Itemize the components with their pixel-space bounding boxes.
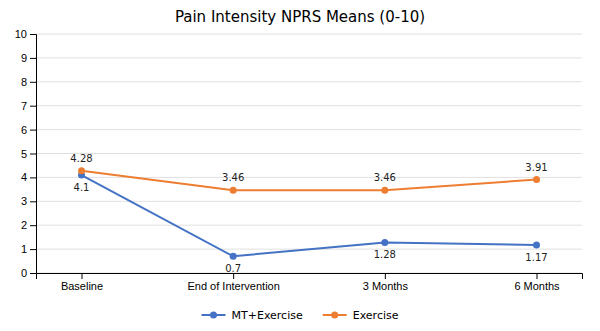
y-tick-mark xyxy=(30,130,36,131)
data-label: 4.1 xyxy=(74,182,90,193)
legend-item: Exercise xyxy=(323,309,399,322)
y-tick-label: 0 xyxy=(21,267,27,279)
x-tick: End of Intervention xyxy=(187,273,279,292)
legend-item: MT+Exercise xyxy=(202,309,303,322)
grid-line xyxy=(36,34,582,35)
data-label: 1.28 xyxy=(374,249,396,260)
y-tick-label: 3 xyxy=(21,195,27,207)
y-tick: 6 xyxy=(21,124,36,136)
point xyxy=(533,242,540,249)
data-label: 3.46 xyxy=(222,172,244,183)
point xyxy=(78,167,85,174)
y-tick-label: 2 xyxy=(21,219,27,231)
x-tick: 3 Months xyxy=(363,273,409,292)
y-tick: 0 xyxy=(21,267,36,279)
grid-line xyxy=(36,177,582,178)
grid-line xyxy=(36,129,582,130)
x-tick-label: 6 Months xyxy=(514,280,560,292)
point xyxy=(381,239,388,246)
y-tick: 10 xyxy=(15,28,36,40)
y-tick-mark xyxy=(30,106,36,107)
series-line xyxy=(82,175,537,256)
y-tick-label: 10 xyxy=(15,28,27,40)
y-tick: 4 xyxy=(21,171,36,183)
y-tick-mark xyxy=(30,225,36,226)
y-tick-mark xyxy=(30,201,36,202)
y-tick-label: 4 xyxy=(21,171,27,183)
legend-marker xyxy=(210,312,217,319)
x-tick-mark xyxy=(385,273,386,279)
legend-label: MT+Exercise xyxy=(232,309,303,322)
data-label: 1.17 xyxy=(525,252,547,263)
x-tick-label: End of Intervention xyxy=(187,280,279,292)
grid-line xyxy=(36,57,582,58)
point xyxy=(230,187,237,194)
legend: MT+Exercise Exercise xyxy=(202,309,399,322)
grid xyxy=(36,34,582,273)
grid-line xyxy=(36,225,582,226)
y-tick: 8 xyxy=(21,76,36,88)
grid-line xyxy=(36,81,582,82)
x-tick-mark xyxy=(537,273,538,279)
x-tick-label: Baseline xyxy=(61,280,103,292)
y-tick: 5 xyxy=(21,148,36,160)
x-tick: 6 Months xyxy=(514,273,560,292)
y-tick-label: 6 xyxy=(21,124,27,136)
grid-line xyxy=(36,201,582,202)
legend-marker xyxy=(331,312,338,319)
y-tick: 3 xyxy=(21,195,36,207)
data-label: 4.28 xyxy=(70,153,92,164)
plot: Baseline End of Intervention 3 Months 6 Mon… xyxy=(15,28,583,292)
series-line xyxy=(82,171,537,191)
y-tick-mark xyxy=(30,82,36,83)
y-tick-mark xyxy=(30,249,36,250)
data-label: 3.91 xyxy=(525,162,547,173)
x-tick: Baseline xyxy=(61,273,103,292)
y-tick-label: 9 xyxy=(21,52,27,64)
point xyxy=(533,176,540,183)
legend-label: Exercise xyxy=(353,309,399,322)
y-axis-line xyxy=(30,35,37,274)
data-label: 0.7 xyxy=(225,263,241,274)
y-tick-label: 1 xyxy=(21,243,27,255)
y-tick-mark xyxy=(30,177,36,178)
y-tick: 9 xyxy=(21,52,36,64)
y-tick: 7 xyxy=(21,100,36,112)
y-tick-mark xyxy=(30,273,36,274)
x-axis-line xyxy=(37,274,583,280)
data-label: 3.46 xyxy=(374,172,396,183)
x-axis: Baseline End of Intervention 3 Months 6 Mon… xyxy=(37,273,583,292)
y-tick: 1 xyxy=(21,243,36,255)
data-labels: 4.1 0.7 1.28 1.17 4.28 3.46 3.46 3.91 xyxy=(70,153,547,275)
y-tick-label: 5 xyxy=(21,148,27,160)
marks xyxy=(78,167,540,260)
point xyxy=(230,253,237,260)
grid-line xyxy=(36,105,582,106)
y-tick-mark xyxy=(30,58,36,59)
y-axis: 0 1 2 3 4 5 6 7 8 9 10 xyxy=(15,28,37,279)
chart: Pain Intensity NPRS Means (0-10) Baseline… xyxy=(0,0,600,331)
y-tick-label: 8 xyxy=(21,76,27,88)
y-tick-label: 7 xyxy=(21,100,27,112)
title: Pain Intensity NPRS Means (0-10) xyxy=(175,8,425,26)
x-tick-mark xyxy=(82,273,83,279)
y-tick-mark xyxy=(30,154,36,155)
point xyxy=(381,187,388,194)
x-tick-label: 3 Months xyxy=(363,280,409,292)
y-tick-mark xyxy=(30,34,36,35)
grid-line xyxy=(36,153,582,154)
y-tick: 2 xyxy=(21,219,36,231)
